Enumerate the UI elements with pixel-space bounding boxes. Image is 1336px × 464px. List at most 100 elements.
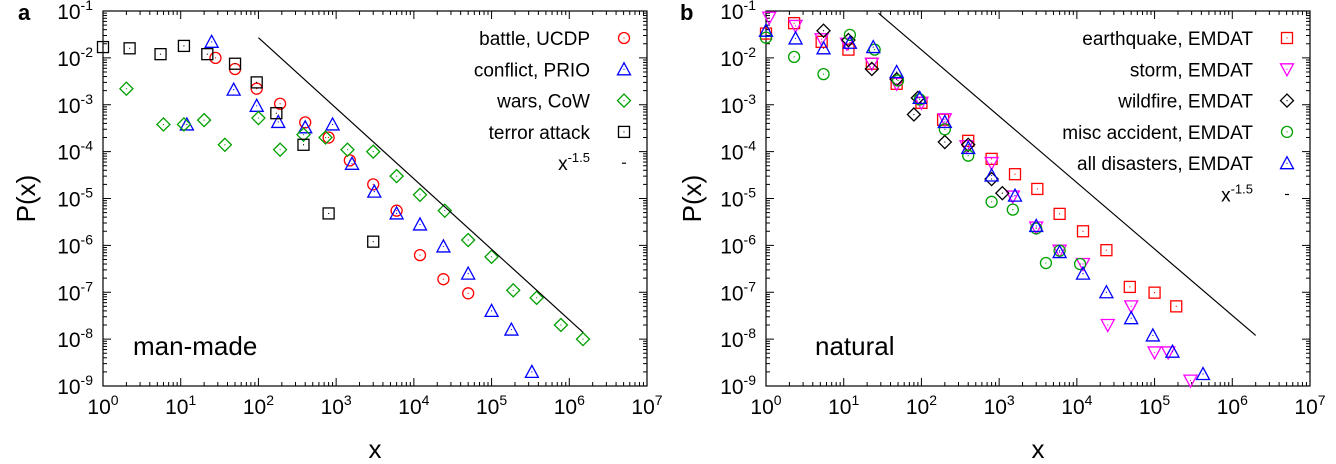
- data-point: [1195, 366, 1211, 381]
- y-tick-label-base: 10: [57, 235, 80, 258]
- data-point-center: [211, 41, 213, 43]
- legend-name: x: [558, 154, 568, 175]
- data-point-center: [419, 223, 421, 226]
- x-tick-label-exponent: 2: [929, 392, 937, 408]
- data-point: [1148, 286, 1161, 299]
- data-point: [367, 178, 380, 191]
- legend-marker: [1279, 155, 1295, 170]
- legend-marker: [617, 31, 631, 45]
- legend-marker: [1279, 93, 1295, 109]
- x-tick-label: 101: [828, 392, 859, 419]
- legend-marker: [616, 61, 632, 76]
- data-point: [1182, 374, 1199, 389]
- data-point-center: [214, 57, 217, 59]
- y-tick-label: 10-2: [720, 44, 756, 71]
- legend-marker-center: [623, 68, 625, 70]
- y-tick-label: 10-6: [57, 231, 93, 258]
- data-point: [984, 156, 1000, 171]
- series-wildfire-emdat: [816, 23, 1010, 201]
- x-tick-label-exponent: 5: [1162, 392, 1170, 408]
- data-point: [270, 107, 283, 120]
- y-tick-label: 10-7: [57, 278, 93, 305]
- data-point: [204, 33, 220, 48]
- data-point-center: [919, 98, 921, 101]
- x-tick-label-exponent: 5: [499, 392, 507, 408]
- y-tick-label-exponent: -6: [744, 231, 757, 247]
- data-point: [1075, 265, 1091, 280]
- data-point-center: [1189, 380, 1192, 382]
- data-point: [815, 40, 832, 55]
- y-tick-label-exponent: -5: [744, 185, 757, 201]
- data-point: [815, 35, 828, 48]
- x-tick-label: 107: [1294, 392, 1325, 419]
- y-tick-label-exponent: -3: [744, 91, 757, 107]
- data-point-center: [967, 147, 969, 149]
- legend-entry-label: battle, UCDP: [479, 29, 590, 50]
- data-point: [343, 154, 356, 167]
- data-point-center: [1202, 373, 1204, 375]
- data-point: [484, 249, 499, 265]
- data-point-center: [162, 123, 165, 126]
- data-point: [1123, 310, 1139, 325]
- data-point-center: [159, 53, 162, 55]
- x-tick-label-base: 10: [243, 396, 266, 419]
- data-point: [209, 51, 222, 65]
- data-point: [437, 203, 453, 219]
- legend-marker-center: [623, 100, 625, 102]
- data-point-center: [1130, 305, 1132, 307]
- data-point-center: [444, 210, 446, 212]
- data-point-center: [510, 328, 513, 331]
- y-tick-label-base: 10: [720, 235, 743, 258]
- data-point: [340, 142, 355, 158]
- legend-marker: [1280, 31, 1294, 45]
- y-tick-label-exponent: -6: [81, 231, 94, 247]
- data-point: [297, 138, 310, 151]
- data-point-center: [372, 183, 374, 185]
- y-tick-label-base: 10: [57, 1, 80, 24]
- data-point-center: [897, 79, 899, 82]
- data-point: [344, 155, 360, 170]
- x-tick-label-base: 10: [87, 396, 110, 419]
- data-point-center: [373, 191, 375, 193]
- data-point-center: [560, 324, 562, 326]
- data-point: [1100, 318, 1116, 333]
- data-point-center: [794, 37, 797, 40]
- legend-marker-center: [1286, 68, 1288, 70]
- data-point: [123, 42, 136, 55]
- data-point: [1160, 346, 1176, 361]
- data-point-center: [331, 123, 334, 126]
- data-point-center: [967, 155, 969, 157]
- data-point-center: [1107, 324, 1109, 326]
- series-power-law-line: [878, 12, 1257, 336]
- y-tick-label-exponent: -7: [81, 278, 94, 294]
- data-point: [270, 114, 286, 129]
- x-tick-label: 100: [87, 392, 118, 419]
- data-point: [296, 127, 311, 143]
- data-point: [962, 149, 975, 162]
- data-point-center: [768, 17, 770, 19]
- data-point-center: [582, 338, 584, 340]
- data-point-center: [275, 112, 277, 114]
- data-point-center: [1014, 195, 1016, 197]
- data-point: [843, 28, 857, 41]
- data-point-center: [765, 30, 767, 32]
- data-point-center: [1035, 227, 1037, 230]
- legend-name: all disasters, EMDAT: [1077, 154, 1253, 175]
- legend-entry-label: terror attack: [489, 123, 591, 144]
- data-point-center: [1152, 334, 1154, 337]
- y-tick-label: 10-2: [57, 44, 93, 71]
- y-axis-label: P(x): [11, 175, 41, 223]
- data-point: [1028, 221, 1044, 236]
- y-tick-label-exponent: -7: [744, 278, 757, 294]
- data-point-center: [1153, 292, 1156, 294]
- data-point-center: [419, 194, 421, 196]
- data-point: [906, 107, 922, 122]
- y-tick-label: 10-1: [57, 0, 93, 24]
- data-point-center: [536, 297, 538, 299]
- data-point: [365, 144, 381, 160]
- data-point: [865, 39, 881, 54]
- data-point: [787, 19, 804, 34]
- series-battle-ucdp: [209, 51, 475, 300]
- data-point-center: [257, 117, 260, 119]
- x-tick-label: 102: [906, 392, 937, 419]
